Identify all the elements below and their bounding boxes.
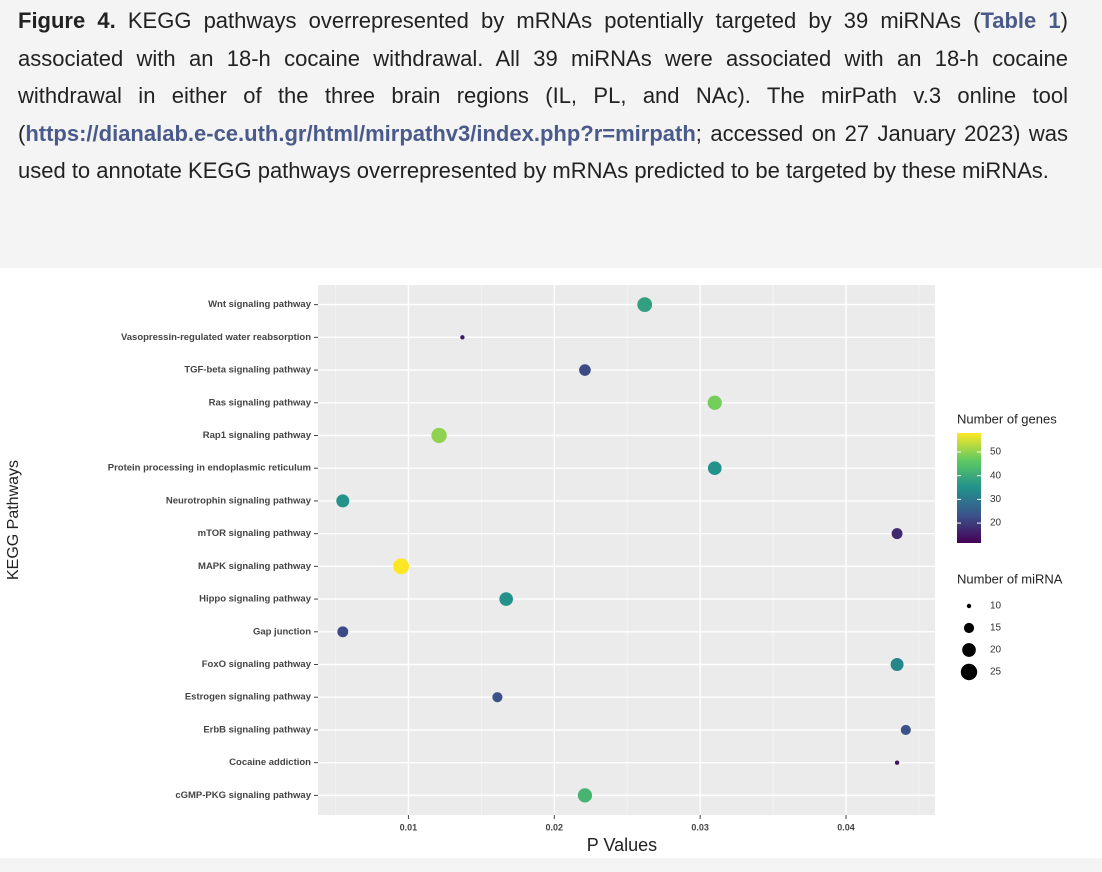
bubble: [337, 626, 349, 638]
bubble: [707, 461, 722, 476]
table-link[interactable]: Table 1: [980, 8, 1061, 33]
size-legend-label: 10: [990, 601, 1002, 612]
bubble: [492, 692, 503, 703]
bubble: [336, 494, 350, 508]
y-axis-title: KEGG Pathways: [5, 460, 22, 580]
y-tick-label: Cocaine addiction: [229, 757, 311, 768]
y-tick-label: Protein processing in endoplasmic reticu…: [108, 463, 311, 474]
y-tick-label: ErbB signaling pathway: [203, 724, 311, 735]
x-tick-label: 0.03: [691, 822, 709, 832]
y-tick-label: Estrogen signaling pathway: [185, 692, 312, 703]
color-legend-title: Number of genes: [957, 411, 1057, 426]
x-tick-label: 0.04: [837, 822, 855, 832]
url-link[interactable]: https://dianalab.e-ce.uth.gr/html/mirpat…: [25, 120, 696, 146]
caption-text: ) associated with an 18-h cocaine withdr…: [18, 8, 1068, 146]
size-legend-key: [963, 622, 975, 634]
x-tick-label: 0.02: [546, 822, 564, 832]
bubble: [890, 658, 904, 672]
size-legend-key: [960, 663, 978, 681]
caption-text: ; accessed on 27 January 2023) was used …: [18, 120, 1068, 184]
y-tick-label: Wnt signaling pathway: [208, 299, 312, 310]
y-tick-label: cGMP-PKG signaling pathway: [175, 790, 311, 801]
y-tick-label: MAPK signaling pathway: [198, 561, 312, 572]
plot-panel: [318, 285, 935, 815]
bubble: [393, 558, 410, 575]
bubble: [460, 335, 465, 340]
y-tick-label: FoxO signaling pathway: [202, 659, 312, 670]
colorbar-label: 40: [990, 470, 1002, 481]
y-tick-label: Gap junction: [253, 626, 311, 637]
bubble: [894, 760, 900, 765]
x-tick-label: 0.01: [400, 822, 418, 832]
bubble: [891, 528, 903, 540]
bubble: [637, 297, 653, 313]
y-tick-label: mTOR signaling pathway: [198, 528, 312, 539]
y-tick-label: Ras signaling pathway: [209, 397, 312, 408]
size-legend-label: 25: [990, 667, 1002, 678]
y-tick-label: Vasopressin-regulated water reabsorption: [121, 332, 311, 343]
figure-label: Figure 4.: [18, 8, 116, 33]
figure-caption: Figure 4. KEGG pathways overrepresented …: [18, 2, 1068, 190]
colorbar-label: 20: [990, 518, 1002, 529]
caption-text: KEGG pathways overrepresented by mRNAs p…: [115, 8, 981, 33]
size-legend-key: [966, 603, 972, 609]
bubble: [900, 724, 911, 736]
y-tick-label: Neurotrophin signaling pathway: [166, 495, 312, 506]
colorbar-label: 50: [990, 447, 1002, 458]
size-legend-key: [962, 643, 976, 657]
bubble: [499, 592, 513, 606]
x-axis-title: P Values: [587, 835, 657, 855]
bubble: [577, 788, 593, 803]
y-tick-label: Hippo signaling pathway: [199, 594, 312, 605]
bubble: [707, 395, 722, 410]
bubble: [431, 427, 447, 444]
y-tick-label: Rap1 signaling pathway: [203, 430, 312, 441]
size-legend-label: 15: [990, 623, 1002, 634]
bubble: [579, 364, 591, 376]
y-tick-label: TGF-beta signaling pathway: [184, 365, 311, 376]
colorbar: [957, 433, 981, 543]
size-legend-title: Number of miRNA: [957, 571, 1063, 586]
colorbar-label: 30: [990, 494, 1002, 505]
size-legend-label: 20: [990, 645, 1002, 656]
